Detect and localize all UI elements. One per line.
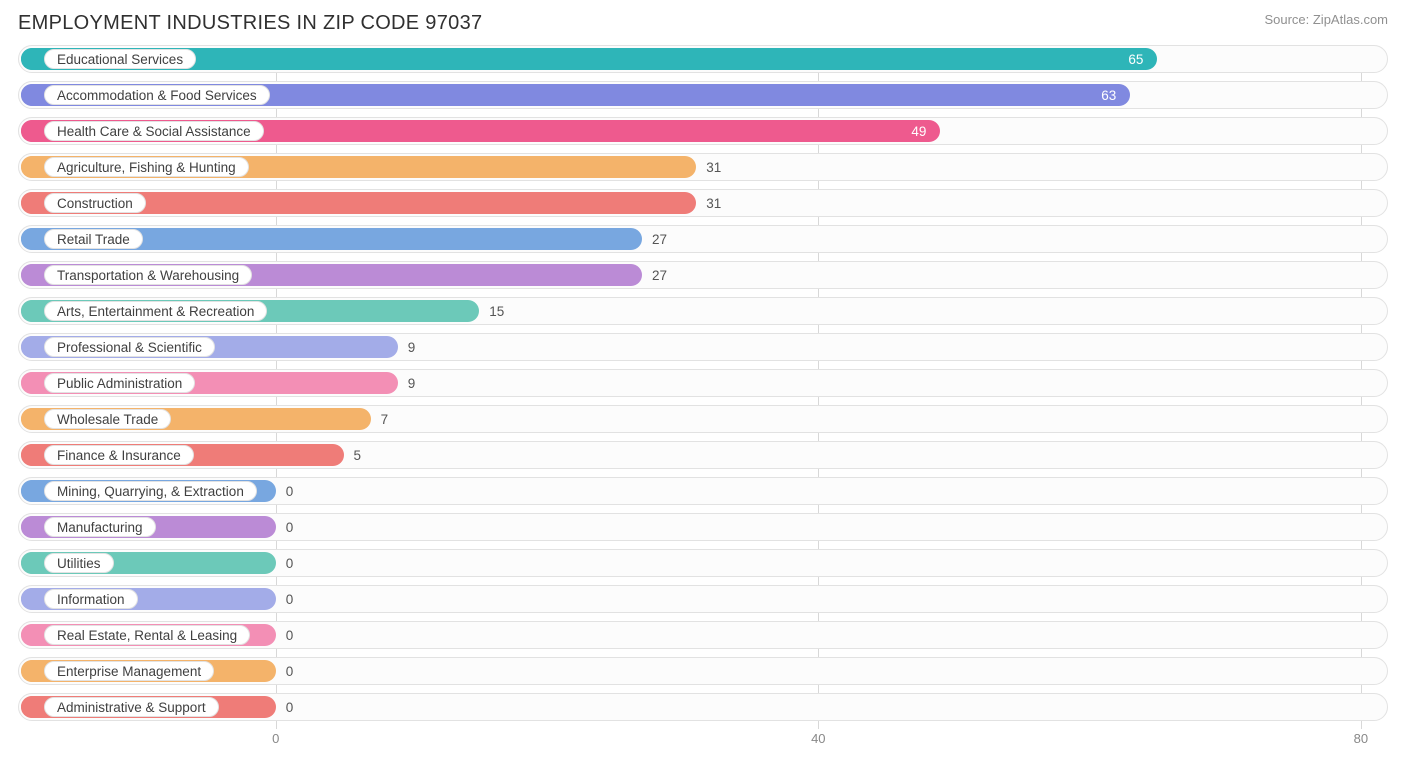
- bar-chart: Educational Services 65 Accommodation & Fo…: [18, 45, 1388, 721]
- bar-cap: [21, 516, 43, 538]
- bar-cap: [21, 264, 43, 286]
- x-axis: 0 40 80: [18, 729, 1388, 753]
- bar-label: Utilities: [44, 553, 114, 573]
- bar-label: Arts, Entertainment & Recreation: [44, 301, 267, 321]
- bar-value: 27: [652, 261, 667, 289]
- bar-cap: [21, 192, 43, 214]
- bar-cap: [21, 588, 43, 610]
- chart-source: Source: ZipAtlas.com: [1264, 12, 1388, 27]
- bar-row: Professional & Scientific 9: [18, 333, 1388, 361]
- bar-label: Retail Trade: [44, 229, 143, 249]
- bar-cap: [21, 228, 43, 250]
- bar-label: Educational Services: [44, 49, 196, 69]
- bar-label: Mining, Quarrying, & Extraction: [44, 481, 257, 501]
- bar-row: Construction 31: [18, 189, 1388, 217]
- bar-label: Real Estate, Rental & Leasing: [44, 625, 250, 645]
- bar-cap: [21, 84, 43, 106]
- bar-value: 15: [489, 297, 504, 325]
- bar-value: 0: [286, 621, 294, 649]
- bar-label: Transportation & Warehousing: [44, 265, 252, 285]
- bar-cap: [21, 120, 43, 142]
- bar-row: Manufacturing 0: [18, 513, 1388, 541]
- bar-cap: [21, 660, 43, 682]
- bar-row: Real Estate, Rental & Leasing 0: [18, 621, 1388, 649]
- bar-row: Wholesale Trade 7: [18, 405, 1388, 433]
- bar-label: Professional & Scientific: [44, 337, 215, 357]
- bar-row: Transportation & Warehousing 27: [18, 261, 1388, 289]
- bar-value: 0: [286, 477, 294, 505]
- chart-header: EMPLOYMENT INDUSTRIES IN ZIP CODE 97037 …: [18, 12, 1388, 35]
- bar-cap: [21, 444, 43, 466]
- bar-row: Agriculture, Fishing & Hunting 31: [18, 153, 1388, 181]
- bar-label: Manufacturing: [44, 517, 156, 537]
- bar-label: Administrative & Support: [44, 697, 219, 717]
- bar-value: 31: [706, 153, 721, 181]
- bar-label: Accommodation & Food Services: [44, 85, 270, 105]
- bar-row: Retail Trade 27: [18, 225, 1388, 253]
- bar-value: 0: [286, 657, 294, 685]
- bar-value: 65: [1128, 45, 1143, 73]
- bar-value: 7: [381, 405, 389, 433]
- bar-label: Enterprise Management: [44, 661, 214, 681]
- bar-cap: [21, 696, 43, 718]
- x-tick-label: 80: [1354, 731, 1368, 746]
- bar-row: Educational Services 65: [18, 45, 1388, 73]
- bar-label: Finance & Insurance: [44, 445, 194, 465]
- bar-cap: [21, 408, 43, 430]
- bar-row: Accommodation & Food Services 63: [18, 81, 1388, 109]
- x-tick-label: 40: [811, 731, 825, 746]
- bar-label: Health Care & Social Assistance: [44, 121, 264, 141]
- bar-value: 9: [408, 333, 416, 361]
- bar-value: 9: [408, 369, 416, 397]
- bar-cap: [21, 372, 43, 394]
- bar-value: 0: [286, 693, 294, 721]
- bar-cap: [21, 48, 43, 70]
- bar-row: Mining, Quarrying, & Extraction 0: [18, 477, 1388, 505]
- bar-value: 0: [286, 585, 294, 613]
- bar-cap: [21, 336, 43, 358]
- chart-title: EMPLOYMENT INDUSTRIES IN ZIP CODE 97037: [18, 12, 482, 35]
- bar-value: 49: [911, 117, 926, 145]
- bar-cap: [21, 480, 43, 502]
- bar-value: 63: [1101, 81, 1116, 109]
- bar-row: Finance & Insurance 5: [18, 441, 1388, 469]
- bar-label: Wholesale Trade: [44, 409, 171, 429]
- x-tick-label: 0: [272, 731, 279, 746]
- bar-value: 27: [652, 225, 667, 253]
- bar-value: 0: [286, 549, 294, 577]
- bar-label: Information: [44, 589, 138, 609]
- bar-cap: [21, 156, 43, 178]
- bar-value: 31: [706, 189, 721, 217]
- bar-cap: [21, 552, 43, 574]
- bar-cap: [21, 624, 43, 646]
- bar-label: Public Administration: [44, 373, 195, 393]
- bar-row: Arts, Entertainment & Recreation 15: [18, 297, 1388, 325]
- bar-cap: [21, 300, 43, 322]
- bar-value: 5: [354, 441, 362, 469]
- bar-row: Enterprise Management 0: [18, 657, 1388, 685]
- bar-value: 0: [286, 513, 294, 541]
- bar-label: Agriculture, Fishing & Hunting: [44, 157, 249, 177]
- bar-row: Information 0: [18, 585, 1388, 613]
- bar-row: Administrative & Support 0: [18, 693, 1388, 721]
- bar-row: Utilities 0: [18, 549, 1388, 577]
- bar-label: Construction: [44, 193, 146, 213]
- bar-row: Health Care & Social Assistance 49: [18, 117, 1388, 145]
- bar-row: Public Administration 9: [18, 369, 1388, 397]
